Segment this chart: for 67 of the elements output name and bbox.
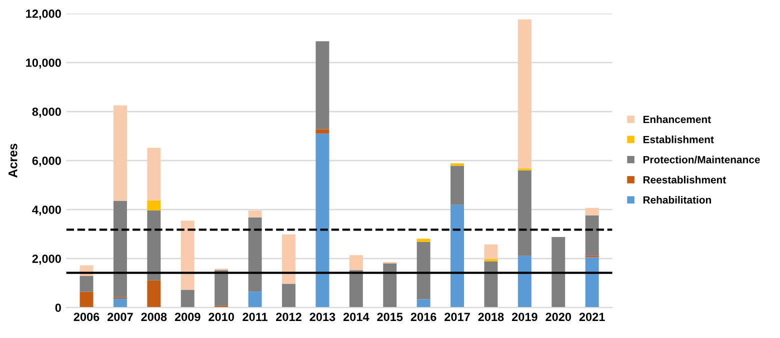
bar <box>349 270 363 308</box>
bar <box>518 170 532 256</box>
bar <box>383 263 397 308</box>
y-tick-label: 0 <box>55 304 61 312</box>
bar <box>316 129 330 134</box>
bar <box>113 298 127 308</box>
bar <box>147 210 161 280</box>
x-tick-label: 2017 <box>444 312 470 322</box>
bar <box>147 148 161 200</box>
x-tick-label: 2018 <box>478 312 504 322</box>
bar <box>113 200 127 298</box>
x-tick-label: 2012 <box>276 312 302 322</box>
x-tick-label: 2007 <box>108 312 133 322</box>
x-tick-label: 2021 <box>579 312 605 322</box>
bar <box>585 208 599 216</box>
bar <box>147 280 161 308</box>
bar <box>282 234 296 284</box>
bar <box>450 166 464 205</box>
bar <box>316 41 330 130</box>
bar <box>518 256 532 308</box>
y-axis-title: Acres <box>8 144 18 178</box>
bar <box>484 244 498 260</box>
y-tick-label: 12,000 <box>26 10 61 20</box>
bar <box>416 238 430 242</box>
y-tick-label: 4,000 <box>32 206 61 216</box>
bar <box>248 292 262 308</box>
x-tick-label: 2020 <box>546 312 572 322</box>
legend-label: Reestablishment <box>643 176 726 184</box>
legend-label: Enhancement <box>643 115 711 124</box>
bar <box>416 242 430 300</box>
x-tick-label: 2006 <box>74 312 100 322</box>
bar <box>349 255 363 270</box>
bar <box>147 200 161 211</box>
bar <box>248 210 262 218</box>
bar <box>518 19 532 168</box>
legend-label: Establishment <box>643 136 714 144</box>
x-tick-label: 2019 <box>512 312 538 322</box>
bar <box>484 261 498 308</box>
bar <box>585 257 599 308</box>
bar <box>585 215 599 256</box>
x-tick-label: 2014 <box>343 312 370 322</box>
bar <box>80 276 94 292</box>
bar <box>113 105 127 201</box>
y-tick-label: 2,000 <box>32 254 61 265</box>
x-tick-label: 2009 <box>174 312 200 322</box>
bar <box>316 134 330 308</box>
x-tick-label: 2013 <box>310 312 336 322</box>
x-tick-label: 2008 <box>141 312 167 322</box>
bar <box>416 299 430 308</box>
y-tick-label: 10,000 <box>26 58 61 69</box>
bar <box>80 292 94 308</box>
x-tick-label: 2010 <box>208 312 234 322</box>
bar <box>450 204 464 308</box>
legend-label: Rehabilitation <box>643 196 711 204</box>
bar <box>552 237 566 308</box>
bar <box>282 284 296 308</box>
bar <box>248 217 262 292</box>
x-tick-label: 2011 <box>242 312 268 322</box>
y-tick-label: 6,000 <box>32 156 61 167</box>
x-tick-label: 2015 <box>377 312 403 322</box>
bar <box>214 270 228 306</box>
legend-label: Protection/Maintenance <box>643 156 760 164</box>
bar <box>180 290 194 308</box>
x-tick-label: 2016 <box>410 312 436 322</box>
bar <box>450 163 464 166</box>
y-tick-label: 8,000 <box>32 108 61 118</box>
bar <box>180 220 194 290</box>
